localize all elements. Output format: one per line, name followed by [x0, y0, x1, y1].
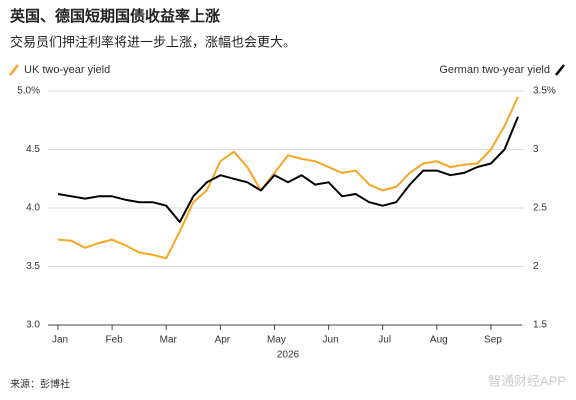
y2-tick-label: 2.5 — [533, 203, 547, 214]
y-tick-label: 4.0 — [26, 203, 40, 214]
x-tick-label: Aug — [430, 335, 448, 346]
legend-label: UK two-year yield — [24, 64, 110, 76]
y-tick-label: 5.0% — [17, 86, 40, 97]
y-tick-label: 3.5 — [26, 261, 40, 272]
x-tick-label: Apr — [215, 335, 231, 346]
source: 来源：彭博社 — [10, 378, 70, 391]
x-tick-label: Jul — [378, 335, 391, 346]
watermark: 智通财经APP — [488, 373, 566, 388]
legend-label: German two-year yield — [439, 64, 550, 76]
chart-subtitle: 交易员们押注利率将进一步上涨，涨幅也会更大。 — [10, 34, 296, 49]
x-axis-label: 2026 — [277, 350, 300, 361]
legend-swatch — [555, 64, 565, 76]
x-tick-label: Sep — [484, 335, 502, 346]
x-tick-label: May — [267, 335, 286, 346]
y-tick-label: 4.5 — [26, 144, 40, 155]
x-tick-label: Jan — [52, 335, 68, 346]
y-tick-label: 3.0 — [26, 320, 40, 331]
x-tick-label: Mar — [160, 335, 178, 346]
y2-tick-label: 3 — [533, 144, 539, 155]
series-line — [57, 96, 519, 260]
x-tick-label: Jun — [323, 335, 339, 346]
chart-title: 英国、德国短期国债收益率上涨 — [10, 7, 220, 25]
y2-tick-label: 3.5% — [533, 86, 556, 97]
x-tick-label: Feb — [106, 335, 124, 346]
y2-tick-label: 2 — [533, 261, 539, 272]
y2-tick-label: 1.5 — [533, 320, 547, 331]
series-line — [57, 116, 519, 223]
legend-swatch — [9, 64, 19, 76]
